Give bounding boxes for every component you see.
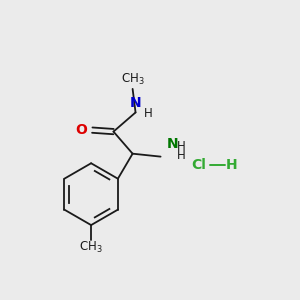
Text: H: H [177, 140, 185, 153]
Text: N: N [130, 96, 141, 110]
Text: Cl: Cl [191, 158, 206, 172]
Text: H: H [144, 107, 152, 120]
Text: CH$_3$: CH$_3$ [121, 72, 145, 87]
Text: N: N [167, 137, 178, 151]
Text: H: H [226, 158, 238, 172]
Text: H: H [177, 149, 185, 162]
Text: CH$_3$: CH$_3$ [79, 240, 103, 256]
Text: O: O [75, 123, 87, 137]
